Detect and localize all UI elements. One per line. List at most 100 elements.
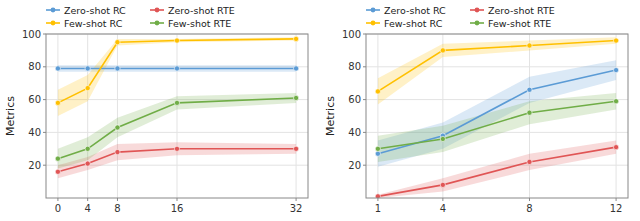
point-marker — [613, 67, 618, 72]
series-line — [378, 41, 616, 92]
point-marker — [174, 100, 179, 105]
point-marker — [115, 149, 120, 154]
point-marker — [293, 66, 298, 71]
point-marker — [527, 159, 532, 164]
series-line — [58, 149, 296, 172]
x-tick — [296, 198, 297, 201]
point-marker — [85, 86, 90, 91]
plot-frame — [366, 34, 628, 198]
y-tick-label: 80 — [28, 61, 41, 72]
x-tick-label: 12 — [610, 203, 623, 214]
point-marker — [85, 66, 90, 71]
point-marker — [55, 100, 60, 105]
y-tick — [363, 34, 366, 35]
y-tick — [363, 132, 366, 133]
x-tick — [529, 198, 530, 201]
legend-label: Few-shot RC — [384, 18, 443, 29]
point-marker — [375, 151, 380, 156]
point-marker — [55, 156, 60, 161]
grid-line — [87, 34, 88, 198]
legend: Zero-shot RCZero-shot RTEFew-shot RCFew-… — [366, 5, 555, 29]
point-marker — [375, 89, 380, 94]
point-marker — [85, 161, 90, 166]
x-tick — [442, 198, 443, 201]
series-line — [58, 98, 296, 159]
series-line — [378, 147, 616, 196]
point-marker — [527, 43, 532, 48]
x-tick-label: 0 — [55, 203, 61, 214]
x-tick-label: 4 — [84, 203, 90, 214]
legend-label: Zero-shot RTE — [168, 5, 235, 16]
point-marker — [55, 66, 60, 71]
point-marker — [613, 38, 618, 43]
x-tick-label: 4 — [440, 203, 446, 214]
y-tick — [43, 66, 46, 67]
point-marker — [527, 87, 532, 92]
y-tick — [43, 99, 46, 100]
y-tick-label: 40 — [348, 127, 361, 138]
y-tick-label: 100 — [22, 29, 41, 40]
legend-marker — [371, 21, 376, 26]
y-tick-label: 40 — [28, 127, 41, 138]
std-band — [58, 93, 296, 168]
point-marker — [293, 36, 298, 41]
point-marker — [293, 95, 298, 100]
x-tick — [57, 198, 58, 201]
legend-marker — [371, 8, 376, 13]
grid-line — [616, 34, 617, 198]
y-axis-label: Metrics — [324, 96, 337, 136]
x-tick — [87, 198, 88, 201]
panel: 204060801000481632MetricsZero-shot RCZer… — [4, 5, 308, 215]
legend-marker — [155, 8, 160, 13]
y-tick — [363, 99, 366, 100]
plot-frame — [46, 34, 308, 198]
series-line — [378, 70, 616, 154]
legend-label: Few-shot RTE — [168, 18, 231, 29]
x-tick-label: 1 — [375, 203, 381, 214]
panel: 2040608010014812MetricsZero-shot RCZero-… — [324, 5, 628, 215]
point-marker — [115, 125, 120, 130]
y-tick-label: 60 — [28, 94, 41, 105]
point-marker — [613, 145, 618, 150]
x-tick-label: 8 — [526, 203, 532, 214]
point-marker — [293, 146, 298, 151]
point-marker — [174, 66, 179, 71]
point-marker — [174, 146, 179, 151]
point-marker — [527, 110, 532, 115]
legend-label: Zero-shot RC — [64, 5, 126, 16]
std-band — [378, 93, 616, 162]
point-marker — [440, 182, 445, 187]
y-tick-label: 100 — [342, 29, 361, 40]
legend-label: Zero-shot RTE — [488, 5, 555, 16]
data-layer — [55, 36, 298, 178]
legend-marker — [155, 21, 160, 26]
grid-line — [442, 34, 443, 198]
y-tick — [43, 132, 46, 133]
legend-label: Few-shot RTE — [488, 18, 551, 29]
y-tick — [363, 66, 366, 67]
y-tick — [363, 165, 366, 166]
point-marker — [85, 146, 90, 151]
x-tick-label: 32 — [290, 203, 303, 214]
series-line — [58, 39, 296, 103]
data-layer — [375, 37, 618, 198]
point-marker — [375, 146, 380, 151]
x-tick-label: 16 — [171, 203, 184, 214]
x-tick — [377, 198, 378, 201]
legend-marker — [51, 21, 56, 26]
legend-marker — [475, 8, 480, 13]
std-band — [378, 37, 616, 104]
point-marker — [375, 194, 380, 198]
grid-line — [296, 34, 297, 198]
series-line — [378, 101, 616, 149]
x-tick — [117, 198, 118, 201]
point-marker — [440, 48, 445, 53]
x-tick — [177, 198, 178, 201]
grid-line — [377, 34, 378, 198]
point-marker — [55, 169, 60, 174]
y-axis-label: Metrics — [4, 96, 17, 136]
point-marker — [174, 38, 179, 43]
legend-label: Few-shot RC — [64, 18, 123, 29]
y-tick-label: 80 — [348, 61, 361, 72]
x-tick-label: 8 — [114, 203, 120, 214]
